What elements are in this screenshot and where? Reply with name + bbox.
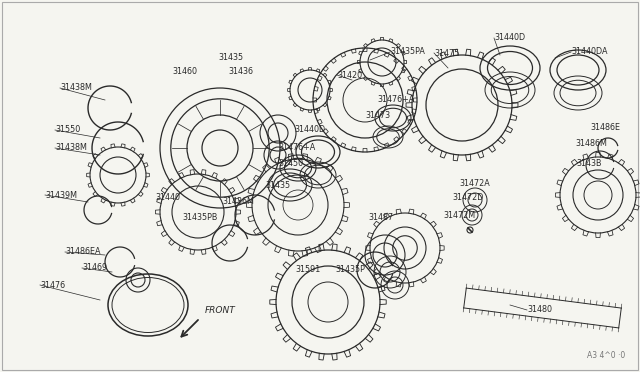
Text: 31435PB: 31435PB [182, 214, 218, 222]
Text: 31486M: 31486M [575, 138, 607, 148]
Text: 31480: 31480 [527, 305, 552, 314]
Text: 31472M: 31472M [443, 211, 475, 219]
Text: 31472A: 31472A [459, 179, 490, 187]
Text: A3 4^0 ·0: A3 4^0 ·0 [587, 351, 625, 360]
Text: 3143B: 3143B [576, 158, 602, 167]
Text: 31436: 31436 [228, 67, 253, 77]
Text: 31438M: 31438M [55, 144, 87, 153]
Text: 31486E: 31486E [590, 124, 620, 132]
Text: 31460: 31460 [172, 67, 197, 77]
Text: 31476+A: 31476+A [278, 144, 316, 153]
Text: 31476: 31476 [40, 280, 65, 289]
Text: 31475: 31475 [434, 48, 460, 58]
Text: 31440D: 31440D [494, 33, 525, 42]
Text: 31550: 31550 [55, 125, 80, 135]
Text: 31435: 31435 [265, 180, 290, 189]
Text: 31486EA: 31486EA [65, 247, 100, 257]
Text: 31435P: 31435P [335, 266, 365, 275]
Text: 31435PA: 31435PA [390, 48, 425, 57]
Text: 31439M: 31439M [45, 190, 77, 199]
Text: 31472D: 31472D [452, 193, 483, 202]
Text: 31420: 31420 [337, 71, 362, 80]
Text: 31487: 31487 [368, 214, 393, 222]
Text: 31440DA: 31440DA [571, 48, 607, 57]
Text: 31438M: 31438M [60, 83, 92, 93]
Text: FRONT: FRONT [205, 306, 236, 315]
Text: 31440D: 31440D [294, 125, 325, 135]
Text: 31435: 31435 [218, 52, 243, 61]
Text: 31440: 31440 [155, 193, 180, 202]
Text: 31473: 31473 [365, 110, 390, 119]
Text: 31469: 31469 [82, 263, 107, 273]
Text: 31436M: 31436M [222, 198, 254, 206]
Text: 31476+A: 31476+A [377, 96, 414, 105]
Text: 31591: 31591 [295, 266, 320, 275]
Text: 31450: 31450 [278, 158, 303, 167]
